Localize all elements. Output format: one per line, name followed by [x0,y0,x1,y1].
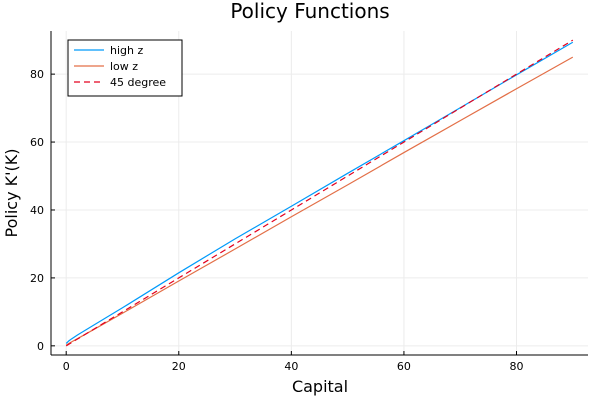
y-tick-label: 80 [30,68,44,81]
series-line-high-z [65,41,574,344]
legend-label: low z [110,60,138,73]
y-tick-label: 60 [30,136,44,149]
series-lines [65,39,574,347]
series-line-45-degree [65,39,574,347]
x-tick-label: 40 [284,360,298,373]
legend-box [67,39,183,97]
grid [51,31,588,355]
legend: high z low z 45 degree [67,39,183,97]
x-tick-label: 60 [397,360,411,373]
x-axis-label: Capital [292,377,348,396]
legend-label: high z [110,44,143,57]
legend-label: 45 degree [110,76,166,89]
series-line-low-z [65,56,574,346]
y-tick-label: 0 [37,340,44,353]
x-tick-label: 20 [172,360,186,373]
axes [50,31,588,356]
y-tick-label: 20 [30,272,44,285]
chart-title: Policy Functions [230,0,389,23]
ticks: 0 20 40 60 80 0 20 40 60 80 [30,68,524,373]
x-tick-label: 0 [63,360,70,373]
y-tick-label: 40 [30,204,44,217]
y-axis-label: Policy K'(K) [2,149,21,238]
x-tick-label: 80 [510,360,524,373]
